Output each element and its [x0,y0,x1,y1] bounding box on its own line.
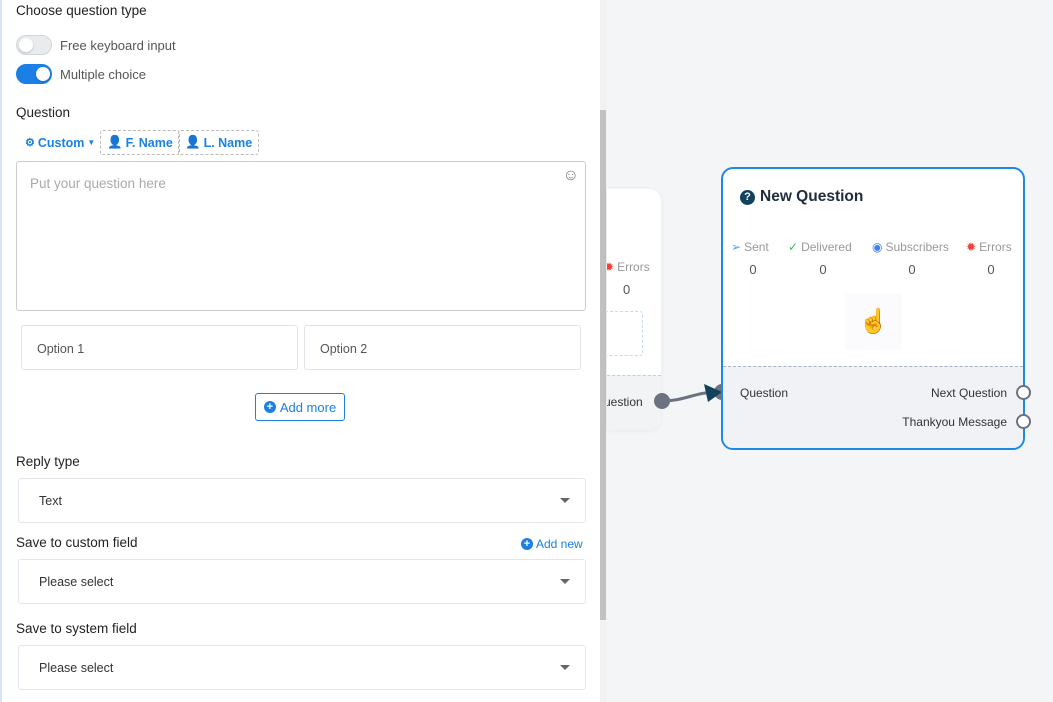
arrowhead-icon [704,384,722,402]
errors-value: 0 [987,262,995,277]
sent-value: 0 [749,262,757,277]
subscribers-stat: ◉ Subscribers [872,240,949,254]
custom-field-value: Please select [39,575,114,589]
thankyou-message-port[interactable] [1016,414,1031,429]
next-question-port[interactable] [1016,385,1031,400]
prev-output-port[interactable] [654,393,670,409]
system-field-select[interactable]: Please select [18,645,586,690]
caret-down-icon: ▼ [87,138,96,147]
last-name-chip[interactable]: 👤 L. Name [178,130,260,155]
question-settings-panel: Choose question type Free keyboard input… [0,0,600,702]
node-footer: Question Next Question Thankyou Message [723,366,1023,448]
sent-stat: ➢ Sent [731,240,769,254]
custom-field-select[interactable]: Please select [18,559,586,604]
option-2-input[interactable]: Option 2 [304,325,581,370]
scrollbar-thumb[interactable] [600,110,606,620]
plus-circle-icon: + [521,538,533,550]
add-new-link[interactable]: + Add new [521,537,583,551]
multiple-choice-toggle[interactable] [16,64,52,84]
add-more-button[interactable]: + Add more [255,393,345,421]
option-1-input[interactable]: Option 1 [21,325,298,370]
user-icon: 👤 [185,135,201,149]
check-circle-icon: ✓ [788,240,799,254]
input-port-label: Question [740,386,789,400]
question-placeholder: Put your question here [30,176,166,191]
delivered-value: 0 [819,262,827,277]
node-title: ? New Question [740,188,863,206]
multiple-choice-label: Multiple choice [60,67,146,82]
hand-pointer-icon: ☝ [845,293,902,350]
first-name-chip[interactable]: 👤 F. Name [100,130,180,155]
user-icon: 👤 [107,135,123,149]
custom-variable-dropdown[interactable]: ⚙ Custom ▼ [25,135,96,150]
next-question-label: Next Question [930,386,1007,400]
user-circle-icon: ◉ [872,240,883,254]
gears-icon: ⚙ [25,137,35,149]
question-textarea[interactable]: Put your question here ☺ [16,161,586,311]
free-keyboard-label: Free keyboard input [60,38,176,53]
custom-field-label: Save to custom field [16,535,138,550]
thankyou-message-label: Thankyou Message [902,415,1007,429]
reply-type-select[interactable]: Text [18,478,586,523]
previous-node[interactable]: ✹ Errors 0 uestion [607,189,661,430]
prev-errors-value: 0 [623,282,631,297]
delivered-stat: ✓ Delivered [788,240,852,254]
paper-plane-icon: ➢ [731,240,742,254]
question-circle-icon: ? [740,189,755,205]
emoji-icon[interactable]: ☺ [562,167,579,184]
system-field-value: Please select [39,661,114,675]
prev-dashed-box [607,311,643,356]
question-node[interactable]: ? New Question ➢ Sent ✓ Delivered ◉ Subscri… [721,167,1025,450]
prev-footer: uestion [607,375,661,430]
reply-type-label: Reply type [16,454,80,469]
bug-icon: ✹ [966,240,977,254]
bug-icon: ✹ [607,260,615,274]
caret-down-icon [560,579,570,584]
plus-circle-icon: + [263,401,276,413]
subscribers-value: 0 [908,262,916,277]
system-field-label: Save to system field [16,621,137,636]
question-label: Question [16,105,71,120]
errors-stat: ✹ Errors [966,240,1012,254]
caret-down-icon [560,498,570,503]
free-keyboard-toggle[interactable] [16,35,52,55]
connector-line [654,384,730,409]
prev-port-label: uestion [607,395,643,409]
reply-type-value: Text [39,494,62,508]
prev-errors-stat: ✹ Errors [607,260,650,274]
caret-down-icon [560,665,570,670]
question-type-title: Choose question type [16,3,147,18]
